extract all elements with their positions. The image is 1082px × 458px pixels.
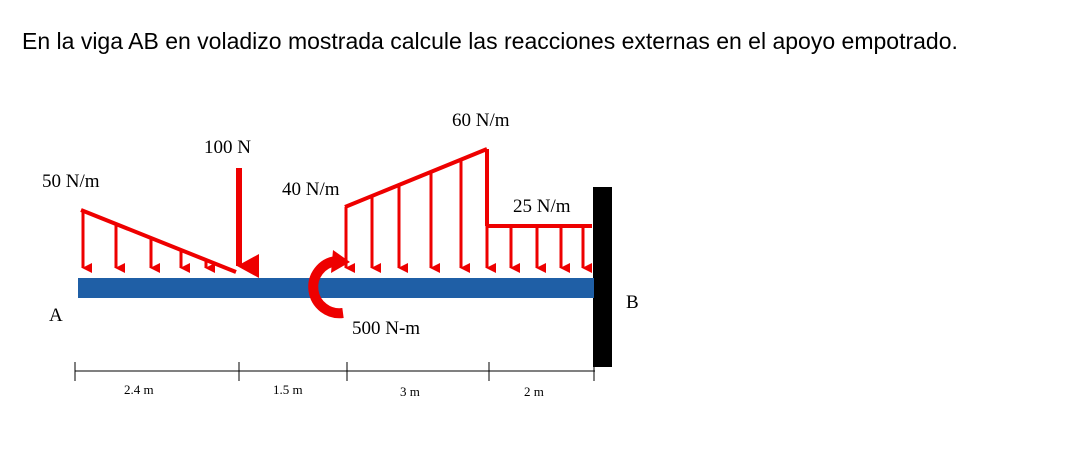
label-dist-right: 25 N/m: [513, 196, 571, 217]
dimension-label: 3 m: [400, 384, 420, 399]
dimension-label: 2.4 m: [124, 382, 154, 397]
fixed-support-wall: [593, 187, 612, 367]
beam-ab: [78, 278, 594, 298]
moment-arc-icon: [308, 250, 350, 319]
label-point-force: 100 N: [204, 137, 251, 158]
label-point-a: A: [49, 305, 63, 326]
label-point-b: B: [626, 292, 639, 313]
dimension-line: [74, 362, 595, 381]
dimension-label: 1.5 m: [273, 382, 303, 397]
label-dist-mid-end: 60 N/m: [452, 110, 510, 131]
distributed-load-left: [80, 208, 237, 274]
problem-statement: En la viga AB en voladizo mostrada calcu…: [22, 28, 958, 54]
label-dist-mid-start: 40 N/m: [282, 179, 340, 200]
label-moment: 500 N-m: [352, 318, 420, 339]
distributed-load-uniform: [487, 224, 592, 273]
label-dist-left-start: 50 N/m: [42, 171, 100, 192]
distributed-load-trapezoid: [344, 147, 496, 273]
dimension-label: 2 m: [524, 384, 544, 399]
